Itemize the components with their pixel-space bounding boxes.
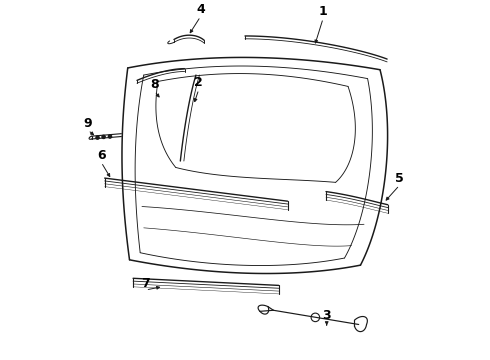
Text: 9: 9 bbox=[84, 117, 92, 130]
Circle shape bbox=[108, 135, 112, 138]
Text: 4: 4 bbox=[196, 4, 205, 17]
Text: 6: 6 bbox=[97, 149, 105, 162]
Text: 8: 8 bbox=[150, 78, 159, 91]
Circle shape bbox=[96, 136, 99, 139]
Text: 3: 3 bbox=[322, 309, 331, 322]
Text: 7: 7 bbox=[141, 277, 150, 290]
Text: 1: 1 bbox=[319, 5, 327, 18]
Text: 5: 5 bbox=[395, 172, 404, 185]
Circle shape bbox=[102, 135, 105, 139]
Text: 2: 2 bbox=[195, 76, 203, 89]
